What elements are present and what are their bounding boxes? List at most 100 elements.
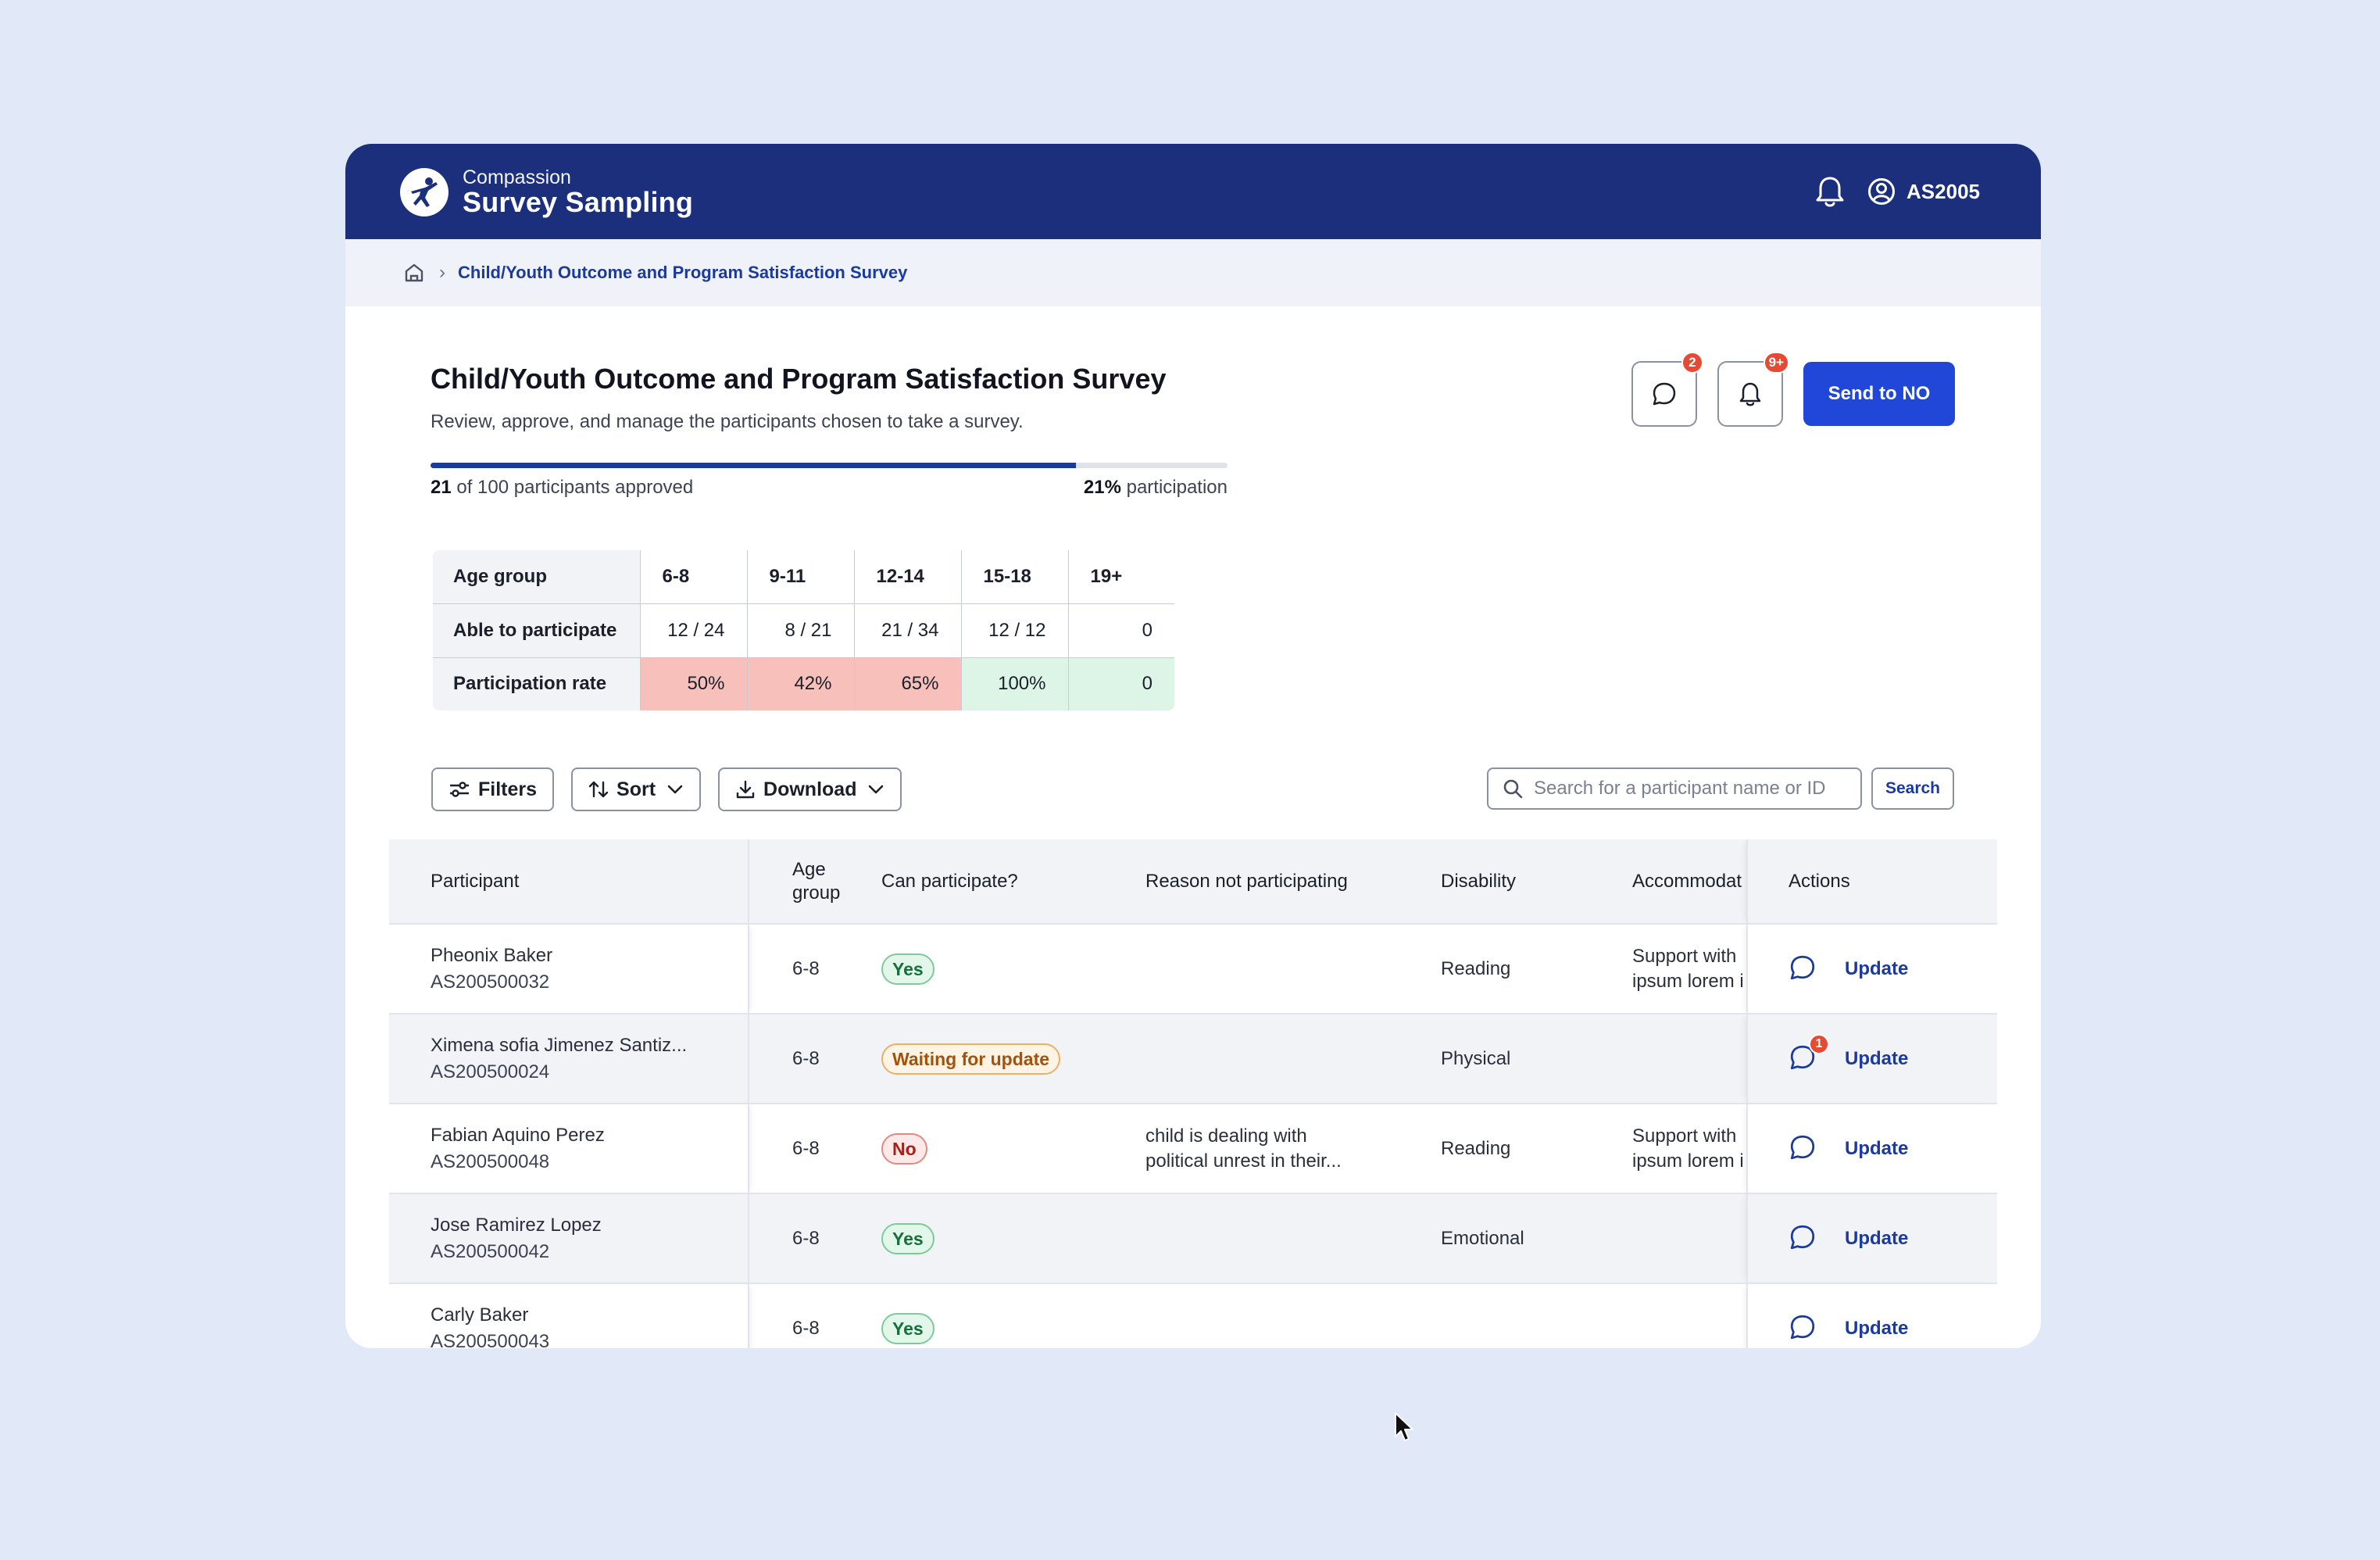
download-button[interactable]: Download [718, 767, 902, 811]
rate-cell: 42% [746, 657, 855, 710]
status-cell: No [881, 1104, 1145, 1194]
accommodation-cell [1632, 1283, 1747, 1348]
notifications-button[interactable]: 9+ [1717, 352, 1789, 427]
age-group-cell: 12-14 [853, 550, 962, 604]
update-link[interactable]: Update [1845, 1137, 1909, 1159]
participation-label: participation [1120, 477, 1228, 498]
breadcrumb: › Child/Youth Outcome and Program Satisf… [345, 239, 2041, 306]
update-link[interactable]: Update [1845, 1227, 1909, 1249]
age-group-value: 6-8 [749, 1283, 881, 1348]
col-participant[interactable]: Participant [389, 839, 749, 925]
comment-button[interactable] [1789, 1223, 1820, 1254]
participation-progress-bar [431, 463, 1228, 468]
chat-bubble-icon [1790, 955, 1815, 979]
able-cell: 8 / 21 [746, 603, 855, 658]
comment-button[interactable] [1789, 1313, 1820, 1344]
chat-bubble-icon [1790, 1225, 1815, 1249]
download-icon [736, 780, 755, 799]
approved-count: 21 [431, 477, 452, 498]
user-id: AS2005 [1907, 179, 1980, 203]
disability-value: Reading [1441, 924, 1632, 1014]
reason-text: child is dealing with political unrest i… [1145, 1125, 1342, 1172]
chevron-down-icon [667, 785, 683, 794]
sort-button[interactable]: Sort [571, 767, 702, 811]
participation-text: 21% participation [1082, 477, 1228, 499]
participant-cell[interactable]: Fabian Aquino Perez AS200500048 [389, 1104, 749, 1194]
status-badge: Yes [881, 953, 934, 985]
user-avatar-icon [1868, 178, 1896, 205]
able-label: Able to participate [433, 603, 641, 658]
disability-value [1441, 1283, 1632, 1348]
status-badge: Waiting for update [881, 1043, 1061, 1075]
sort-arrows-icon [588, 781, 609, 798]
download-label: Download [763, 778, 857, 800]
filters-button[interactable]: Filters [431, 767, 555, 811]
search-input[interactable] [1534, 778, 1846, 800]
participant-id: AS200500024 [431, 1061, 550, 1082]
col-age-group-label: Age group [792, 858, 841, 903]
user-menu[interactable]: AS2005 [1867, 177, 1980, 206]
participant-cell[interactable]: Jose Ramirez Lopez AS200500042 [389, 1193, 749, 1284]
col-reason[interactable]: Reason not participating [1145, 839, 1441, 925]
update-link[interactable]: Update [1845, 1317, 1909, 1339]
chat-bubble-icon [1653, 382, 1676, 406]
search-field[interactable] [1487, 767, 1862, 810]
participant-id: AS200500043 [431, 1330, 550, 1349]
reason-cell [1145, 1193, 1441, 1284]
participant-cell[interactable]: Pheonix Baker AS200500032 [389, 924, 749, 1014]
participant-cell[interactable]: Carly Baker AS200500043 [389, 1283, 749, 1348]
participants-table: Participant Age group Can participate? R… [389, 839, 1997, 1348]
table-row: Jose Ramirez Lopez AS200500042 6-8 Yes Emoti… [389, 1193, 1997, 1284]
send-to-no-button[interactable]: Send to NO [1803, 362, 1955, 426]
age-group-cell: 15-18 [960, 550, 1069, 604]
comment-button[interactable]: 1 [1789, 1033, 1829, 1075]
actions-cell: Update [1746, 924, 1997, 1014]
participant-name: Jose Ramirez Lopez [431, 1214, 602, 1236]
table-header-row: Participant Age group Can participate? R… [389, 839, 1997, 925]
home-icon[interactable] [403, 262, 425, 284]
col-accommodation[interactable]: Accommodat [1632, 839, 1747, 925]
notifications-bell-icon[interactable] [1813, 172, 1847, 211]
top-bar: Compassion Survey Sampling AS2005 [345, 144, 2041, 239]
update-link[interactable]: Update [1845, 1047, 1909, 1069]
age-group-cell: 9-11 [746, 550, 855, 604]
age-group-table: Age group 6-8 9-11 12-14 15-18 19+ Able … [431, 549, 1176, 712]
age-group-value: 6-8 [749, 1193, 881, 1284]
status-badge: Yes [881, 1312, 934, 1344]
status-cell: Yes [881, 924, 1145, 1014]
sort-label: Sort [616, 778, 656, 800]
chat-bubble-icon [1790, 1045, 1815, 1069]
search-button[interactable]: Search [1871, 767, 1954, 810]
compassion-logo-icon [400, 168, 448, 216]
chevron-down-icon [869, 785, 884, 794]
col-can-participate[interactable]: Can participate? [881, 839, 1145, 925]
participant-name: Ximena sofia Jimenez Santiz... [431, 1034, 688, 1056]
filters-label: Filters [478, 778, 538, 800]
comment-button[interactable] [1789, 1133, 1820, 1165]
able-cell: 21 / 34 [853, 603, 962, 658]
age-group-value: 6-8 [749, 1104, 881, 1194]
chat-bubble-icon [1790, 1315, 1815, 1339]
progress-fill [431, 463, 1077, 468]
comment-button[interactable] [1789, 954, 1820, 985]
status-cell: Yes [881, 1193, 1145, 1284]
participant-id: AS200500042 [431, 1240, 550, 1262]
page-title: Child/Youth Outcome and Program Satisfac… [431, 363, 1167, 395]
brand[interactable]: Compassion Survey Sampling [400, 167, 693, 217]
comments-badge: 2 [1681, 352, 1703, 374]
brand-org: Compassion [463, 166, 571, 188]
reason-cell [1145, 1283, 1441, 1348]
col-disability[interactable]: Disability [1441, 839, 1632, 925]
update-link[interactable]: Update [1845, 957, 1909, 979]
age-group-value: 6-8 [749, 1014, 881, 1104]
breadcrumb-current[interactable]: Child/Youth Outcome and Program Satisfac… [458, 263, 908, 282]
actions-cell: Update [1746, 1193, 1997, 1284]
participation-pct: 21% [1083, 477, 1121, 498]
col-age-group[interactable]: Age group [749, 839, 881, 925]
participant-name: Carly Baker [431, 1304, 529, 1326]
participant-cell[interactable]: Ximena sofia Jimenez Santiz... AS20050002… [389, 1014, 749, 1104]
col-actions: Actions [1746, 839, 1997, 925]
comments-button[interactable]: 2 [1631, 352, 1703, 427]
participant-name: Pheonix Baker [431, 944, 553, 966]
actions-cell: 1 Update [1746, 1014, 1997, 1104]
